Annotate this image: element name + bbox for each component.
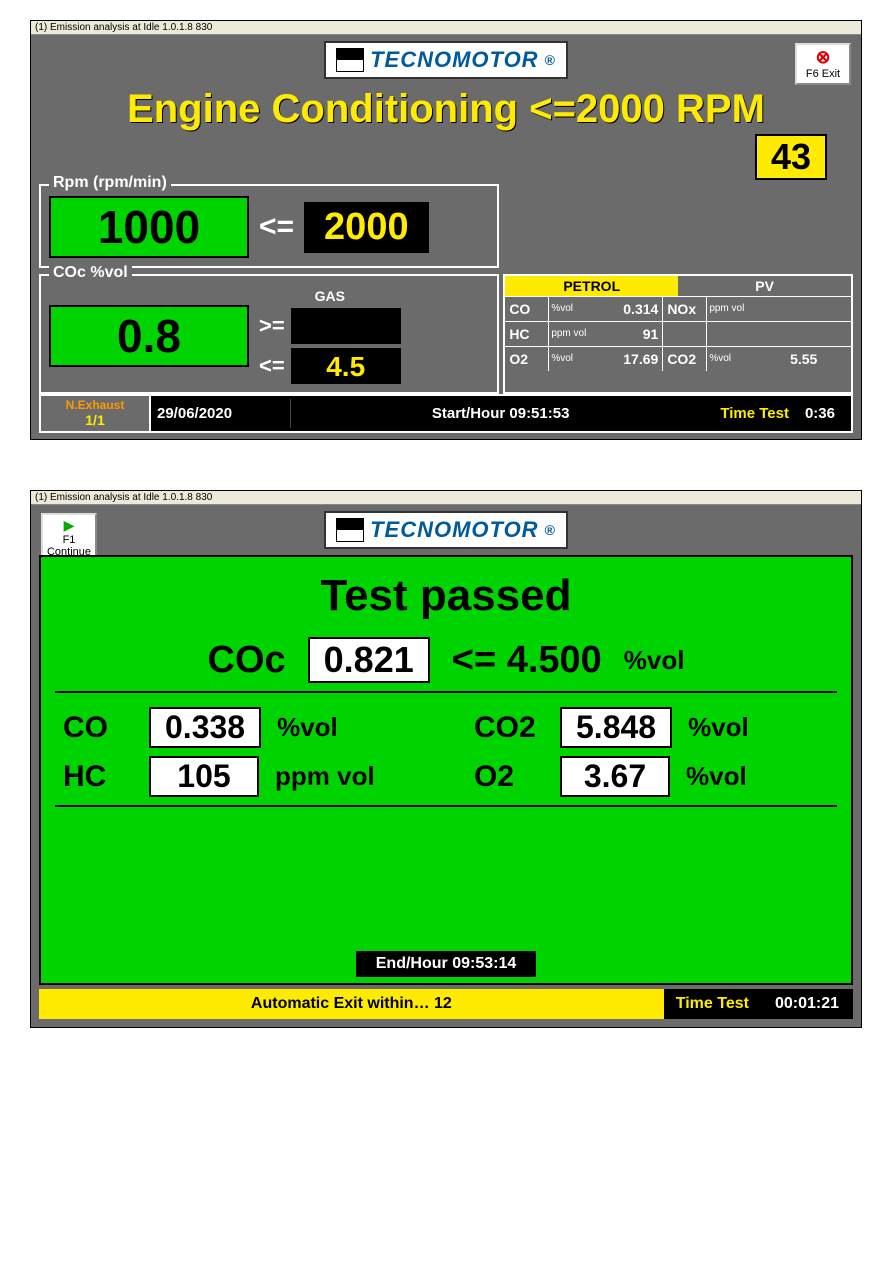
coc-legend: COc %vol xyxy=(49,264,132,282)
emission-window-2: (1) Emission analysis at Idle 1.0.1.8 83… xyxy=(30,490,862,1028)
status-bar: N.Exhaust 1/1 29/06/2020 Start/Hour 09:5… xyxy=(39,394,853,433)
petrol-row: CO%vol0.314NOxppm vol xyxy=(505,297,851,322)
coc-label: COc xyxy=(208,639,286,682)
window-titlebar: (1) Emission analysis at Idle 1.0.1.8 83… xyxy=(31,21,861,35)
rpm-legend: Rpm (rpm/min) xyxy=(49,174,171,192)
auto-exit-text: Automatic Exit within… 12 xyxy=(39,989,664,1019)
pv-header: PV xyxy=(678,276,851,296)
logo-flag-icon xyxy=(336,48,364,72)
results-grid: CO0.338%volHC105ppm vol CO25.848%volO23.… xyxy=(55,703,837,801)
tecnomotor-logo: TECNOMOTOR ® xyxy=(324,41,568,79)
petrol-row: HCppm vol91 xyxy=(505,322,851,347)
coc-limit: <= 4.500 xyxy=(452,639,602,682)
start-hour-cell: Start/Hour 09:51:53 xyxy=(291,399,710,428)
coc-value: 0.8 xyxy=(49,305,249,367)
end-hour: End/Hour 09:53:14 xyxy=(356,951,536,977)
main-panel-1: TECNOMOTOR ® ⊗ F6 Exit Engine Conditioni… xyxy=(31,35,861,439)
registered-icon: ® xyxy=(545,522,556,538)
n-exhaust-cell: N.Exhaust 1/1 xyxy=(41,396,151,431)
close-icon: ⊗ xyxy=(799,48,847,68)
petrol-table: PETROL PV CO%vol0.314NOxppm volHCppm vol… xyxy=(503,274,853,394)
time-test-label: Time Test xyxy=(710,399,799,428)
exit-button[interactable]: ⊗ F6 Exit xyxy=(795,43,851,85)
end-hour-row: End/Hour 09:53:14 xyxy=(45,951,847,977)
petrol-header: PETROL xyxy=(505,276,678,296)
top-bar: TECNOMOTOR ® ⊗ F6 Exit xyxy=(35,39,857,81)
logo-text: TECNOMOTOR xyxy=(370,517,538,543)
top-bar-2: TECNOMOTOR ® ▶ F1Continue xyxy=(35,509,857,551)
mid-row: COc %vol 0.8 GAS >= <= 4.5 xyxy=(35,274,857,394)
date-cell: 29/06/2020 xyxy=(151,399,291,428)
continue-label: F1Continue xyxy=(47,534,91,558)
result-row: HC105ppm vol xyxy=(55,752,426,801)
coc-fieldset: COc %vol 0.8 GAS >= <= 4.5 xyxy=(39,274,499,394)
test-passed-title: Test passed xyxy=(55,565,837,633)
registered-icon: ® xyxy=(545,52,556,68)
time-test-value-2: 00:01:21 xyxy=(761,989,853,1019)
petrol-row: O2%vol17.69CO2%vol5.55 xyxy=(505,347,851,371)
countdown-badge: 43 xyxy=(755,134,827,180)
logo-text: TECNOMOTOR xyxy=(370,47,538,73)
result-row: CO25.848%vol xyxy=(466,703,837,752)
le-value: 4.5 xyxy=(291,348,401,384)
le-operator: <= xyxy=(259,353,285,379)
rpm-limit: 2000 xyxy=(304,202,429,253)
exit-label: F6 Exit xyxy=(806,68,840,80)
rpm-value: 1000 xyxy=(49,196,249,258)
result-panel: Test passed COc 0.821 <= 4.500 %vol CO0.… xyxy=(39,555,853,985)
time-test-label-2: Time Test xyxy=(664,989,761,1019)
time-test-value: 0:36 xyxy=(799,399,851,428)
main-panel-2: TECNOMOTOR ® ▶ F1Continue Test passed CO… xyxy=(31,505,861,1027)
gas-label: GAS xyxy=(259,288,401,304)
result-row: CO0.338%vol xyxy=(55,703,426,752)
rpm-fieldset: Rpm (rpm/min) 1000 <= 2000 xyxy=(39,184,499,268)
ge-value xyxy=(291,308,401,344)
rpm-operator: <= xyxy=(259,210,294,244)
tecnomotor-logo-2: TECNOMOTOR ® xyxy=(324,511,568,549)
coc-result-row: COc 0.821 <= 4.500 %vol xyxy=(55,633,837,687)
yellow-status-bar: Automatic Exit within… 12 Time Test 00:0… xyxy=(39,989,853,1019)
ge-operator: >= xyxy=(259,313,285,339)
play-icon: ▶ xyxy=(45,518,93,533)
logo-flag-icon xyxy=(336,518,364,542)
coc-result-value: 0.821 xyxy=(308,637,430,683)
engine-conditioning-heading: Engine Conditioning <=2000 RPM xyxy=(35,81,857,134)
window-titlebar-2: (1) Emission analysis at Idle 1.0.1.8 83… xyxy=(31,491,861,505)
emission-window-1: (1) Emission analysis at Idle 1.0.1.8 83… xyxy=(30,20,862,440)
coc-unit: %vol xyxy=(624,645,685,676)
result-row: O23.67%vol xyxy=(466,752,837,801)
